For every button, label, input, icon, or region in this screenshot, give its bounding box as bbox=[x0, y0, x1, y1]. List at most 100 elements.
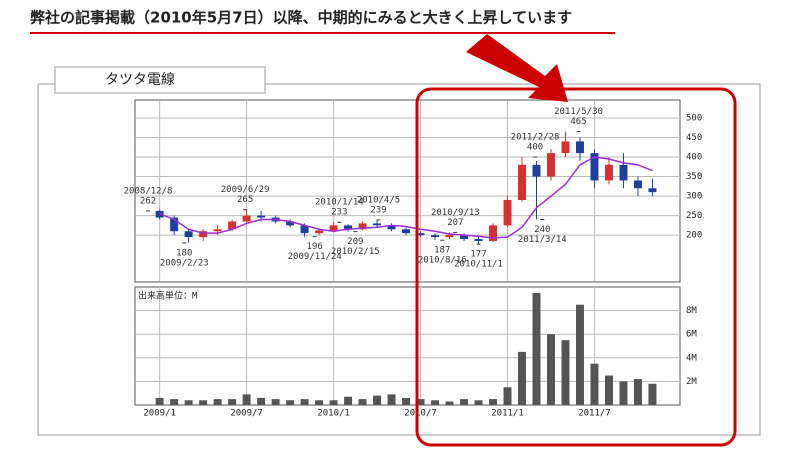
volume-panel bbox=[134, 286, 681, 406]
annotation-value: 262 bbox=[140, 196, 156, 206]
annotation-value: 465 bbox=[570, 117, 586, 127]
tab bbox=[54, 66, 266, 94]
volume-bar bbox=[532, 292, 541, 405]
volume-bar bbox=[257, 397, 266, 405]
volume-bar bbox=[387, 394, 396, 405]
annotation-value: 207 bbox=[447, 218, 463, 228]
annotation-value: 233 bbox=[331, 208, 347, 218]
candle-body bbox=[228, 221, 237, 230]
volume-bar bbox=[228, 399, 237, 405]
volume-bar bbox=[561, 340, 570, 405]
annotation-date: 2009/6/29 bbox=[221, 185, 270, 195]
annotation-value: 209 bbox=[347, 237, 363, 247]
volume-bar bbox=[474, 400, 483, 405]
candle-body bbox=[213, 229, 222, 232]
volume-bar bbox=[286, 400, 295, 405]
price-panel bbox=[134, 99, 681, 283]
volume-bar bbox=[329, 400, 338, 405]
volume-bar bbox=[315, 400, 324, 405]
volume-bar bbox=[431, 400, 440, 405]
volume-bar bbox=[242, 394, 251, 405]
candle-body bbox=[633, 180, 642, 189]
volume-bar bbox=[604, 375, 613, 405]
annotation-date: 2010/11/1 bbox=[454, 260, 503, 270]
candle-body bbox=[604, 164, 613, 181]
moving-average bbox=[159, 156, 653, 239]
annotation-value: 180 bbox=[176, 248, 192, 258]
candle-body bbox=[170, 217, 179, 232]
volume-bar bbox=[358, 399, 367, 405]
candle-body bbox=[532, 164, 541, 177]
volume-bar bbox=[518, 351, 526, 405]
annotation-date: 2011/2/28 bbox=[511, 133, 560, 143]
candle-body bbox=[474, 239, 483, 241]
candle-body bbox=[576, 141, 584, 154]
chart-title: タツタ電線 bbox=[105, 72, 175, 88]
volume-bar bbox=[300, 399, 309, 405]
volume-unit-label: 出来高単位：M bbox=[138, 290, 198, 302]
candle-body bbox=[518, 164, 526, 200]
y-tick-label: 2M bbox=[686, 377, 697, 387]
candle-body bbox=[648, 188, 657, 193]
candle-body bbox=[503, 199, 512, 226]
candle-body bbox=[416, 233, 425, 236]
volume-bar bbox=[576, 304, 584, 405]
y-tick-label: 350 bbox=[686, 172, 702, 182]
annotation-date: 2008/12/8 bbox=[124, 186, 173, 196]
y-tick-label: 200 bbox=[686, 231, 702, 241]
y-tick-label: 300 bbox=[686, 192, 702, 202]
candle-body bbox=[373, 223, 382, 226]
candle-body bbox=[344, 225, 353, 230]
page-title: 弊社の記事掲載（2010年5月7日）以降、中期的にみると大きく上昇しています bbox=[30, 9, 572, 27]
candle-body bbox=[184, 231, 193, 238]
annotation-value: 177 bbox=[470, 250, 486, 260]
candle-body bbox=[431, 235, 440, 238]
volume-bar bbox=[373, 395, 382, 405]
annotation-date: 2010/2/15 bbox=[331, 247, 380, 257]
volume-bar bbox=[170, 399, 179, 405]
annotation-date: 2010/1/14 bbox=[315, 198, 364, 208]
annotation-date: 2010/8/16 bbox=[418, 256, 467, 266]
annotation-date: 2010/9/13 bbox=[431, 208, 480, 218]
annotation-date: 2009/11/24 bbox=[288, 252, 342, 262]
volume-bar bbox=[503, 387, 512, 405]
y-tick-label: 450 bbox=[686, 133, 702, 143]
highlight-box bbox=[415, 87, 737, 447]
annotation-date: 2010/4/5 bbox=[357, 195, 400, 205]
candle-body bbox=[315, 230, 324, 234]
candle-body bbox=[547, 153, 555, 177]
volume-bar bbox=[445, 401, 454, 405]
candle-body bbox=[300, 225, 309, 234]
candle-body bbox=[257, 215, 266, 218]
volume-bar bbox=[213, 399, 222, 405]
y-tick-label: 500 bbox=[686, 113, 702, 123]
volume-bar bbox=[402, 397, 411, 405]
candle-body bbox=[590, 153, 599, 181]
volume-bar bbox=[489, 399, 498, 405]
candle-body bbox=[286, 221, 295, 226]
y-tick-label: 4M bbox=[686, 353, 697, 363]
candle-body bbox=[199, 231, 208, 238]
volume-bar bbox=[590, 363, 599, 405]
y-tick-label: 250 bbox=[686, 211, 702, 221]
candle-body bbox=[358, 223, 367, 230]
candle-body bbox=[561, 141, 570, 154]
candle-body bbox=[242, 215, 251, 222]
annotation-date: 2011/5/30 bbox=[554, 107, 603, 117]
annotation-value: 265 bbox=[237, 195, 253, 205]
arrow bbox=[466, 34, 568, 102]
volume-bar bbox=[633, 379, 642, 405]
x-tick-label: 2009/1 bbox=[143, 409, 176, 419]
volume-bar bbox=[271, 399, 280, 405]
candle-body bbox=[329, 225, 338, 231]
y-tick-label: 6M bbox=[686, 330, 697, 340]
volume-bar bbox=[155, 397, 164, 405]
annotation-value: 196 bbox=[307, 242, 323, 252]
annotation-value: 239 bbox=[370, 205, 386, 215]
candle-body bbox=[402, 229, 411, 234]
candle-body bbox=[489, 225, 498, 241]
annotation-value: 187 bbox=[434, 246, 450, 256]
annotation-value: 400 bbox=[527, 143, 543, 153]
volume-bar bbox=[199, 400, 208, 405]
